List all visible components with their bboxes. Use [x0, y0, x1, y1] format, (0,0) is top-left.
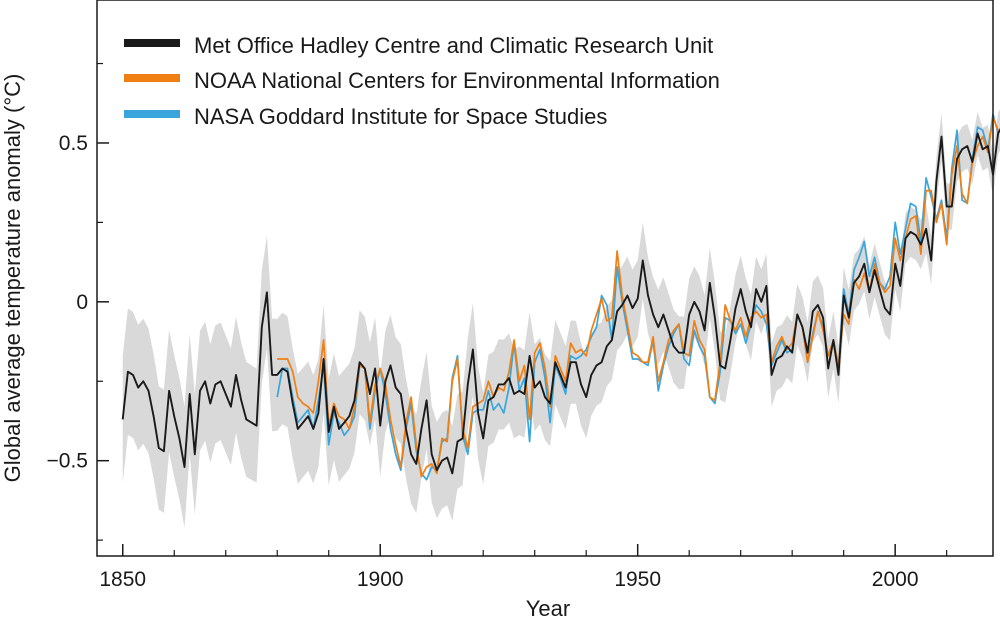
x-tick-label-1900: 1900 — [357, 568, 404, 591]
series-line-hadcrut — [121, 127, 1000, 475]
legend-swatch-hadcrut — [124, 39, 180, 47]
legend-swatch-noaa — [124, 74, 180, 82]
legend-label-nasa: NASA Goddard Institute for Space Studies — [194, 104, 607, 129]
legend-label-hadcrut: Met Office Hadley Centre and Climatic Re… — [194, 33, 713, 58]
legend-swatch-nasa — [124, 110, 180, 118]
x-tick-label-1850: 1850 — [99, 568, 146, 591]
plot-frame — [96, 0, 994, 557]
legend: Met Office Hadley Centre and Climatic Re… — [124, 33, 720, 129]
x-tick-label-2000: 2000 — [872, 568, 919, 591]
uncertainty-band-layer — [122, 109, 1000, 528]
y-tick-label-1: 0 — [76, 291, 88, 314]
x-tick-label-1950: 1950 — [614, 568, 661, 591]
series-layer — [121, 113, 1000, 481]
y-tick-label-0: 0.5 — [59, 132, 88, 155]
x-axis-label: Year — [526, 596, 570, 621]
uncertainty-band — [122, 109, 1000, 528]
ticks-layer: 1850 1900 1950 2000 0.5 0 −0.5 — [47, 62, 948, 591]
legend-label-noaa: NOAA National Centers for Environmental … — [194, 68, 720, 93]
y-axis-label: Global average temperature anomaly (°C) — [0, 74, 25, 483]
y-tick-label-2: −0.5 — [47, 450, 88, 473]
